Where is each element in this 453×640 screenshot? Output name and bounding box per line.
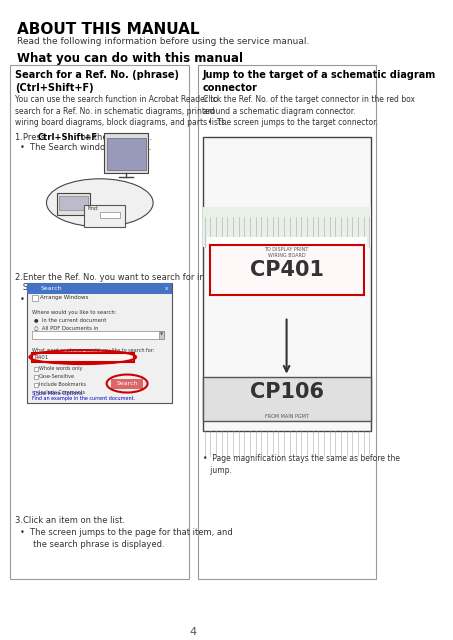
Text: Ctrl+Shift+F: Ctrl+Shift+F [38, 133, 97, 142]
Text: CP401: CP401 [250, 260, 323, 280]
Text: Find:: Find: [88, 205, 100, 211]
Bar [203, 207, 371, 246]
Bar [34, 383, 38, 387]
Text: TO DISPLAY PRINT
WIRING BOARD: TO DISPLAY PRINT WIRING BOARD [265, 246, 309, 257]
Bar [84, 205, 125, 227]
Text: What you can do with this manual: What you can do with this manual [17, 52, 243, 65]
Bar [203, 376, 371, 422]
Text: ●  In the current document: ● In the current document [34, 317, 106, 323]
Bar [106, 138, 146, 170]
Bar [57, 193, 90, 215]
Text: •  Page magnification stays the same as before the
   jump.: • Page magnification stays the same as b… [203, 454, 400, 476]
Bar [210, 244, 364, 294]
Text: 1.Press: 1.Press [15, 133, 48, 142]
Bar [104, 133, 149, 173]
Bar [100, 212, 120, 218]
Text: You can use the search function in Acrobat Reader to
search for a Ref. No. in sc: You can use the search function in Acrob… [15, 95, 228, 127]
Text: •  The Search window appears.: • The Search window appears. [20, 143, 152, 152]
Text: 4: 4 [189, 627, 196, 637]
Text: Whole words only: Whole words only [39, 366, 82, 371]
Text: Search window, and then click the: Search window, and then click the [15, 283, 170, 292]
Text: ABOUT THIS MANUAL: ABOUT THIS MANUAL [17, 22, 200, 37]
Bar [10, 65, 189, 579]
Text: ○  All PDF Documents in: ○ All PDF Documents in [34, 326, 99, 331]
Text: FROM MAIN PGMT: FROM MAIN PGMT [265, 413, 308, 419]
Bar [34, 374, 38, 378]
Bar [34, 367, 38, 371]
Bar [32, 294, 39, 301]
Text: Search for a Ref. No. (phrase)
(Ctrl+Shift+F): Search for a Ref. No. (phrase) (Ctrl+Shi… [15, 70, 179, 93]
Text: Include Comments: Include Comments [39, 390, 85, 395]
Text: x: x [165, 285, 168, 291]
Text: Jump to the target of a schematic diagram
connector: Jump to the target of a schematic diagra… [203, 70, 436, 93]
Text: Search: Search [41, 285, 63, 291]
Text: Find an example in the current document.: Find an example in the current document. [32, 396, 135, 401]
Text: Show More Options: Show More Options [32, 390, 82, 396]
Text: CP106: CP106 [250, 382, 323, 403]
Ellipse shape [47, 179, 153, 227]
Bar [27, 283, 172, 403]
Bar [207, 237, 367, 292]
Text: R401: R401 [34, 355, 48, 360]
Text: Include Bookmarks: Include Bookmarks [39, 382, 86, 387]
Bar [27, 283, 172, 294]
Text: ▼: ▼ [159, 333, 163, 337]
Text: Search: Search [106, 283, 138, 292]
Text: Read the following information before using the service manual.: Read the following information before us… [17, 37, 309, 46]
Text: 3.Click an item on the list.: 3.Click an item on the list. [15, 516, 125, 525]
Bar [32, 353, 134, 362]
Text: Click the Ref. No. of the target connector in the red box
around a schematic dia: Click the Ref. No. of the target connect… [203, 95, 415, 127]
Text: button.: button. [125, 283, 158, 292]
Text: What word or phrase would you like to search for:: What word or phrase would you like to se… [32, 348, 154, 353]
Text: •  A list of search results appears.: • A list of search results appears. [20, 294, 163, 303]
Bar [198, 65, 376, 579]
Bar [34, 390, 38, 394]
Bar [159, 331, 164, 339]
Text: Search: Search [116, 381, 138, 386]
Text: 2.Enter the Ref. No. you want to search for in the: 2.Enter the Ref. No. you want to search … [15, 273, 222, 282]
Text: Case-Sensitive: Case-Sensitive [39, 374, 75, 379]
Bar [59, 196, 88, 210]
Bar [203, 137, 371, 431]
Text: Arrange Windows: Arrange Windows [40, 295, 88, 300]
Text: on the keyboard.: on the keyboard. [78, 133, 153, 142]
Bar [111, 378, 143, 388]
Bar [32, 331, 164, 339]
Text: Where would you like to search:: Where would you like to search: [32, 310, 116, 315]
Text: •  The screen jumps to the page for that item, and
     the search phrase is dis: • The screen jumps to the page for that … [20, 529, 233, 549]
